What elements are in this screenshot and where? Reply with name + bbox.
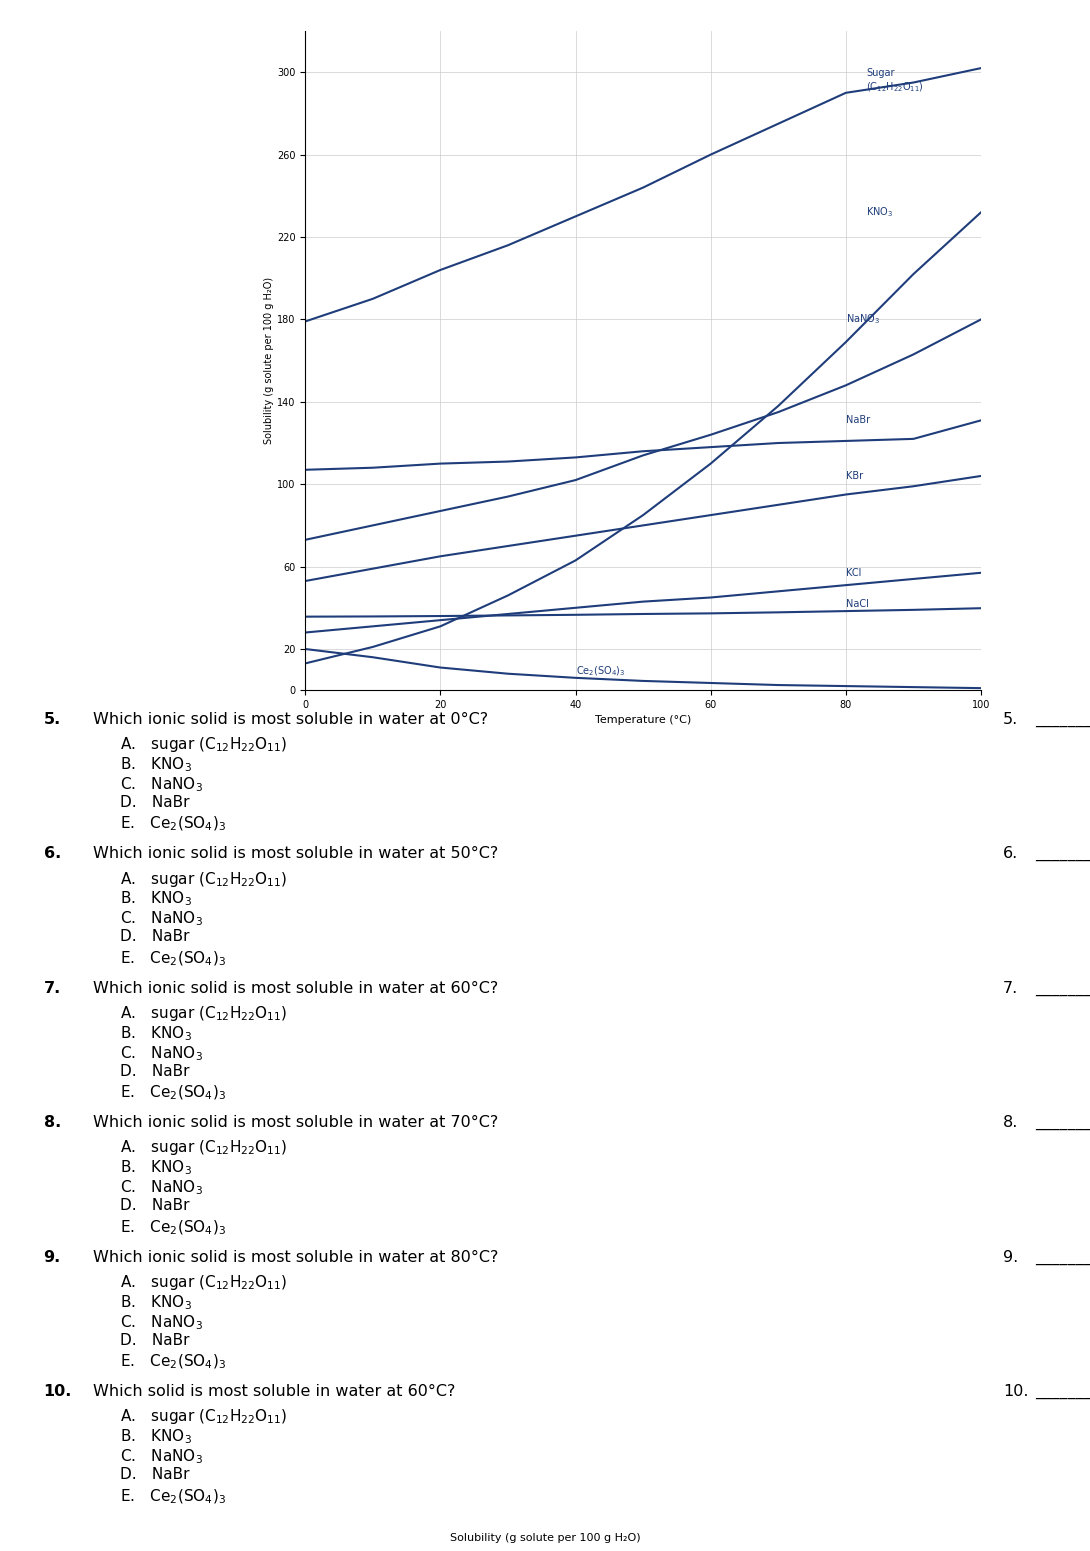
- Text: D. NaBr: D. NaBr: [120, 796, 190, 810]
- Text: C. NaNO$_3$: C. NaNO$_3$: [120, 909, 203, 927]
- Text: E. Ce$_2$(SO$_4$)$_3$: E. Ce$_2$(SO$_4$)$_3$: [120, 1218, 226, 1236]
- Text: ________: ________: [1036, 980, 1090, 996]
- Text: 6.: 6.: [44, 847, 61, 861]
- Text: NaNO$_3$: NaNO$_3$: [846, 312, 880, 326]
- Text: B. KNO$_3$: B. KNO$_3$: [120, 1159, 192, 1177]
- Text: D. NaBr: D. NaBr: [120, 1199, 190, 1213]
- Text: KBr: KBr: [846, 472, 863, 481]
- Text: B. KNO$_3$: B. KNO$_3$: [120, 1427, 192, 1446]
- Text: ________: ________: [1036, 712, 1090, 727]
- Text: Which ionic solid is most soluble in water at 50°C?: Which ionic solid is most soluble in wat…: [93, 847, 498, 861]
- Text: A. sugar (C$_{12}$H$_{22}$O$_{11}$): A. sugar (C$_{12}$H$_{22}$O$_{11}$): [120, 735, 288, 754]
- Text: E. Ce$_2$(SO$_4$)$_3$: E. Ce$_2$(SO$_4$)$_3$: [120, 1487, 226, 1506]
- Y-axis label: Solubility (g solute per 100 g H₂O): Solubility (g solute per 100 g H₂O): [264, 278, 274, 444]
- Text: Which ionic solid is most soluble in water at 0°C?: Which ionic solid is most soluble in wat…: [93, 712, 488, 727]
- Text: KNO$_3$: KNO$_3$: [867, 205, 894, 219]
- Text: E. Ce$_2$(SO$_4$)$_3$: E. Ce$_2$(SO$_4$)$_3$: [120, 814, 226, 833]
- Text: 7.: 7.: [1003, 980, 1018, 996]
- Text: ________: ________: [1036, 1115, 1090, 1131]
- Text: Which ionic solid is most soluble in water at 60°C?: Which ionic solid is most soluble in wat…: [93, 980, 498, 996]
- Text: D. NaBr: D. NaBr: [120, 929, 190, 945]
- Text: A. sugar (C$_{12}$H$_{22}$O$_{11}$): A. sugar (C$_{12}$H$_{22}$O$_{11}$): [120, 1273, 288, 1292]
- Text: 6.: 6.: [1003, 847, 1018, 861]
- Text: D. NaBr: D. NaBr: [120, 1332, 190, 1348]
- Text: 5.: 5.: [44, 712, 61, 727]
- Text: C. NaNO$_3$: C. NaNO$_3$: [120, 776, 203, 794]
- Text: C. NaNO$_3$: C. NaNO$_3$: [120, 1447, 203, 1466]
- Text: ________: ________: [1036, 1250, 1090, 1264]
- Text: D. NaBr: D. NaBr: [120, 1064, 190, 1079]
- Text: B. KNO$_3$: B. KNO$_3$: [120, 1294, 192, 1312]
- Text: B. KNO$_3$: B. KNO$_3$: [120, 890, 192, 909]
- Text: 8.: 8.: [44, 1115, 61, 1131]
- Text: 9.: 9.: [44, 1250, 61, 1264]
- Text: E. Ce$_2$(SO$_4$)$_3$: E. Ce$_2$(SO$_4$)$_3$: [120, 949, 226, 968]
- Text: ________: ________: [1036, 847, 1090, 861]
- Text: 5.: 5.: [1003, 712, 1018, 727]
- Text: Which ionic solid is most soluble in water at 70°C?: Which ionic solid is most soluble in wat…: [93, 1115, 498, 1131]
- X-axis label: Temperature (°C): Temperature (°C): [595, 715, 691, 726]
- Text: Solubility (g solute per 100 g H₂O): Solubility (g solute per 100 g H₂O): [450, 1534, 640, 1543]
- Text: C. NaNO$_3$: C. NaNO$_3$: [120, 1179, 203, 1197]
- Text: C. NaNO$_3$: C. NaNO$_3$: [120, 1044, 203, 1062]
- Text: Which solid is most soluble in water at 60°C?: Which solid is most soluble in water at …: [93, 1383, 455, 1399]
- Text: E. Ce$_2$(SO$_4$)$_3$: E. Ce$_2$(SO$_4$)$_3$: [120, 1084, 226, 1103]
- Text: A. sugar (C$_{12}$H$_{22}$O$_{11}$): A. sugar (C$_{12}$H$_{22}$O$_{11}$): [120, 1407, 288, 1427]
- Text: B. KNO$_3$: B. KNO$_3$: [120, 755, 192, 774]
- Text: A. sugar (C$_{12}$H$_{22}$O$_{11}$): A. sugar (C$_{12}$H$_{22}$O$_{11}$): [120, 1138, 288, 1157]
- Text: B. KNO$_3$: B. KNO$_3$: [120, 1024, 192, 1042]
- Text: E. Ce$_2$(SO$_4$)$_3$: E. Ce$_2$(SO$_4$)$_3$: [120, 1352, 226, 1371]
- Text: Which ionic solid is most soluble in water at 80°C?: Which ionic solid is most soluble in wat…: [93, 1250, 498, 1264]
- Text: NaBr: NaBr: [846, 416, 870, 425]
- Text: 8.: 8.: [1003, 1115, 1018, 1131]
- Text: A. sugar (C$_{12}$H$_{22}$O$_{11}$): A. sugar (C$_{12}$H$_{22}$O$_{11}$): [120, 870, 288, 889]
- Text: A. sugar (C$_{12}$H$_{22}$O$_{11}$): A. sugar (C$_{12}$H$_{22}$O$_{11}$): [120, 1003, 288, 1024]
- Text: KCl: KCl: [846, 568, 861, 579]
- Text: 9.: 9.: [1003, 1250, 1018, 1264]
- Text: D. NaBr: D. NaBr: [120, 1467, 190, 1483]
- Text: ________: ________: [1036, 1383, 1090, 1399]
- Text: NaCl: NaCl: [846, 599, 869, 608]
- Text: 10.: 10.: [1003, 1383, 1028, 1399]
- Text: C. NaNO$_3$: C. NaNO$_3$: [120, 1312, 203, 1331]
- Text: Ce$_2$(SO$_4$)$_3$: Ce$_2$(SO$_4$)$_3$: [576, 665, 626, 678]
- Text: 10.: 10.: [44, 1383, 72, 1399]
- Text: Sugar
(C$_{12}$H$_{22}$O$_{11}$): Sugar (C$_{12}$H$_{22}$O$_{11}$): [867, 68, 924, 93]
- Text: 7.: 7.: [44, 980, 61, 996]
